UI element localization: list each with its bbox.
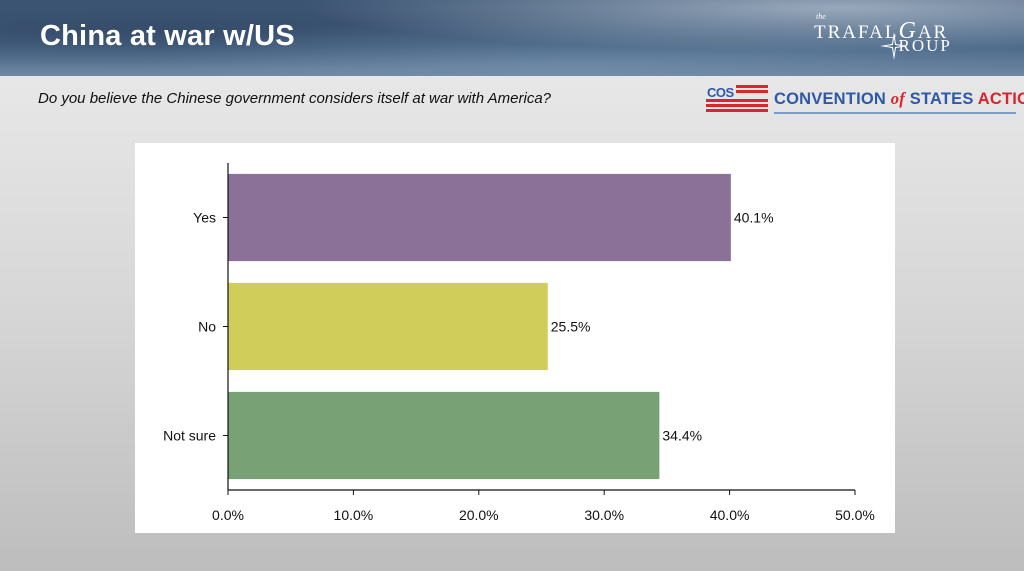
cos-badge-text: COS [707,85,734,100]
bar-no [228,282,548,371]
x-tick-label: 50.0% [835,507,875,523]
value-label-not-sure: 34.4% [662,428,702,444]
cos-wordmark: CONVENTION of STATES ACTION [774,89,1024,108]
compass-rose-icon [880,32,908,60]
bar-yes [228,173,731,262]
value-label-yes: 40.1% [734,210,774,226]
cos-flag-icon: COS [706,84,768,116]
logo-row2: ROUP [898,36,952,55]
category-label-yes: Yes [193,210,216,226]
cos-action-logo: COS CONVENTION of STATES ACTION [706,84,1024,118]
bar-not-sure [228,391,660,480]
chart-card: Yes 40.1% No 25.5% Not sure 34.4% 0.0% 10.0% 20.… [135,143,895,533]
x-tick-label: 10.0% [334,507,374,523]
category-label-no: No [198,319,216,335]
trafalgar-group-logo: the TRAFALGAR ROUP [814,12,974,64]
slide-header: China at war w/US the TRAFALGAR ROUP [0,0,1024,76]
logo-the: the [816,12,826,21]
category-label-not-sure: Not sure [163,428,216,444]
bar-chart: Yes 40.1% No 25.5% Not sure 34.4% 0.0% 10.0% 20.… [163,163,875,523]
cos-underline [774,112,1016,114]
x-tick-label: 40.0% [710,507,750,523]
value-label-no: 25.5% [551,319,591,335]
x-tick-label: 0.0% [212,507,244,523]
x-tick-label: 30.0% [584,507,624,523]
x-tick-label: 20.0% [459,507,499,523]
logo-row1: TRAFALGAR [814,18,949,44]
survey-question: Do you believe the Chinese government co… [38,90,552,107]
slide-title: China at war w/US [40,20,295,52]
